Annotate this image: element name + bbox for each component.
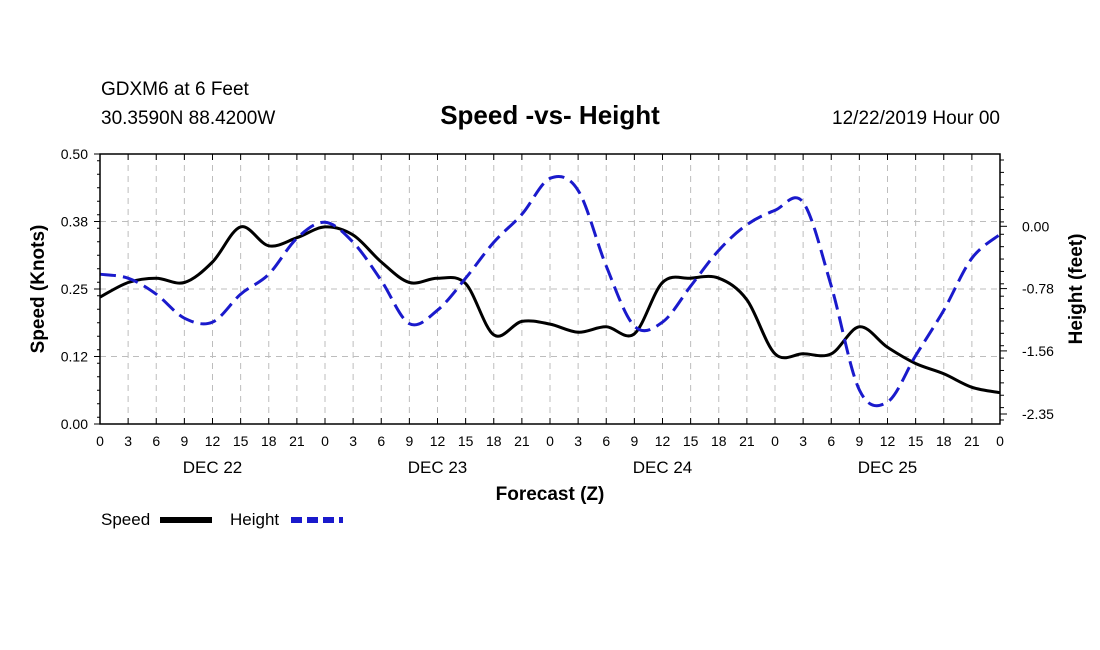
x-axis-title: Forecast (Z)	[496, 484, 605, 505]
run-time: 12/22/2019 Hour 00	[832, 108, 1000, 129]
x-tick-label: 0	[321, 433, 329, 449]
station-name: GDXM6 at 6 Feet	[101, 79, 250, 100]
series-line-height	[99, 175, 1001, 408]
x-tick-label: 6	[152, 433, 160, 449]
x-tick-label: 18	[486, 433, 502, 449]
y2-tick-label: 0.00	[1022, 218, 1049, 234]
x-tick-label: 15	[683, 433, 699, 449]
x-tick-label: 0	[546, 433, 554, 449]
x-tick-label: 12	[430, 433, 446, 449]
y-axis-title: Speed (Knots)	[28, 225, 49, 354]
x-tick-label: 15	[458, 433, 474, 449]
x-tick-label: 9	[180, 433, 188, 449]
x-tick-label: 9	[405, 433, 413, 449]
x-tick-label: 9	[855, 433, 863, 449]
y-tick-label: 0.50	[61, 146, 88, 162]
x-tick-label: 21	[739, 433, 755, 449]
y-tick-label: 0.00	[61, 416, 88, 432]
x-tick-label: 18	[261, 433, 277, 449]
station-coords: 30.3590N 88.4200W	[101, 108, 275, 129]
x-tick-label: 0	[996, 433, 1004, 449]
x-tick-label: 3	[799, 433, 807, 449]
y-tick-label: 0.12	[61, 349, 88, 365]
series-line-speed	[99, 225, 1001, 395]
x-tick-label: 18	[936, 433, 952, 449]
x-tick-label: 0	[771, 433, 779, 449]
x-tick-label: 15	[908, 433, 924, 449]
x-tick-label: 3	[574, 433, 582, 449]
x-tick-label: 9	[630, 433, 638, 449]
day-label: DEC 23	[408, 458, 468, 477]
x-tick-label: 21	[964, 433, 980, 449]
y-tick-label: 0.25	[61, 281, 88, 297]
legend-speed-label: Speed	[101, 510, 150, 529]
day-label: DEC 22	[183, 458, 243, 477]
x-tick-label: 6	[827, 433, 835, 449]
chart-title: Speed -vs- Height	[440, 100, 660, 130]
x-tick-label: 0	[96, 433, 104, 449]
x-tick-label: 6	[377, 433, 385, 449]
day-label: DEC 24	[633, 458, 693, 477]
x-tick-label: 3	[349, 433, 357, 449]
x-tick-label: 21	[514, 433, 530, 449]
x-tick-label: 15	[233, 433, 249, 449]
x-tick-label: 6	[602, 433, 610, 449]
y2-tick-label: -2.35	[1022, 406, 1054, 422]
x-tick-label: 18	[711, 433, 727, 449]
y2-axis-title: Height (feet)	[1066, 234, 1087, 345]
y-tick-label: 0.38	[61, 214, 88, 230]
y2-tick-label: -1.56	[1022, 343, 1054, 359]
x-tick-label: 12	[880, 433, 896, 449]
axes: 0 3 6 9 12 15 18 21 0 3 6 9 12 15 18 21 0 3 6 9 12 15 18 21 0 3 6 9…	[61, 146, 1054, 477]
x-tick-label: 3	[124, 433, 132, 449]
y2-tick-label: -0.78	[1022, 281, 1054, 297]
x-tick-label: 12	[655, 433, 671, 449]
x-tick-label: 21	[289, 433, 305, 449]
grid	[100, 154, 1000, 424]
day-label: DEC 25	[858, 458, 918, 477]
legend: Speed Height	[101, 510, 343, 529]
legend-height-label: Height	[230, 510, 279, 529]
series-layer	[99, 175, 1001, 408]
x-tick-label: 12	[205, 433, 221, 449]
